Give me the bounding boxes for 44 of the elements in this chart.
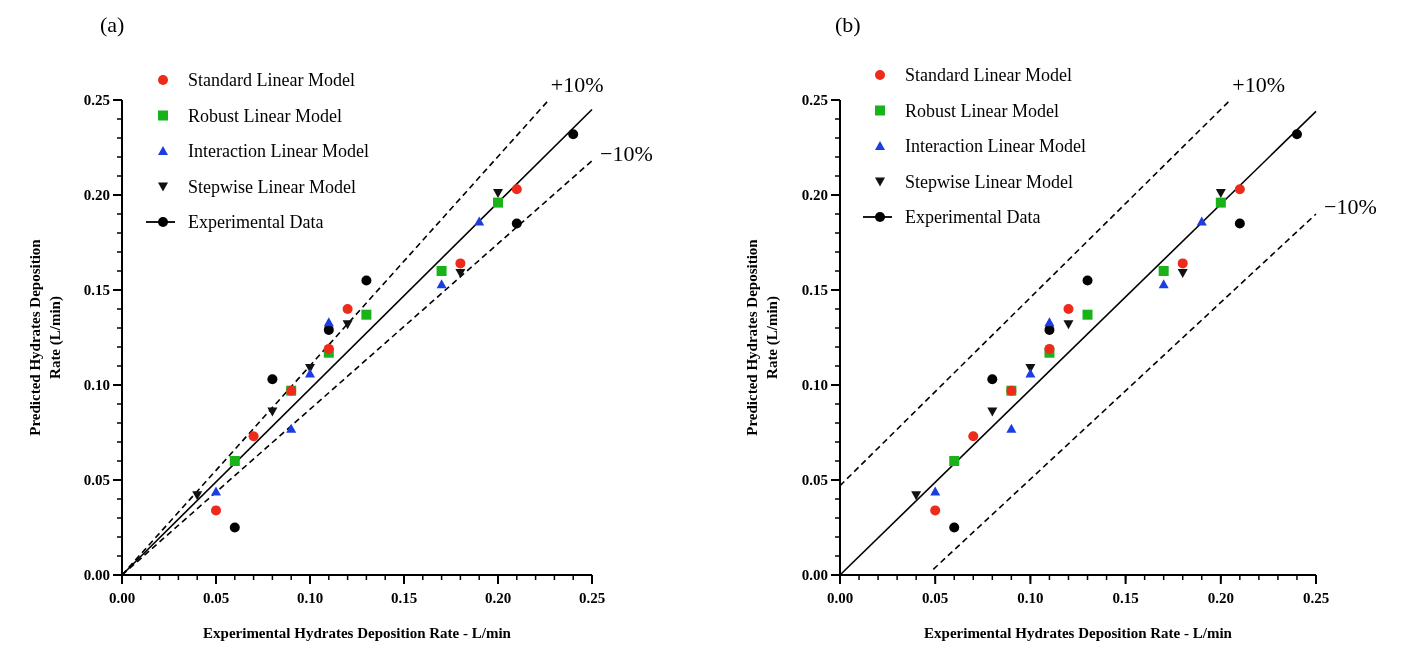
legend-label: Standard Linear Model [905, 65, 1072, 86]
x-axis-title: Experimental Hydrates Deposition Rate - L/min [924, 625, 1233, 641]
x-tick-label: 0.05 [202, 590, 230, 606]
legend-label: Experimental Data [905, 207, 1041, 228]
x-tick-label: 0.20 [1207, 590, 1234, 606]
annotation: +10% [1232, 72, 1286, 97]
y-tick-label: 0.25 [801, 92, 828, 109]
annotation: −10% [600, 140, 653, 166]
legend-label: Experimental Data [188, 212, 324, 233]
x-tick-label: 0.10 [296, 590, 324, 606]
legend-label: Interaction Linear Model [188, 141, 369, 162]
y-tick-label: 0.10 [83, 377, 110, 394]
chart-title: (b) [835, 12, 861, 37]
y-tick-label: 0.05 [801, 472, 828, 489]
annotation: +10% [550, 72, 604, 97]
legend-label: Stepwise Linear Model [905, 171, 1073, 192]
x-axis-title: Experimental Hydrates Deposition Rate - L/min [203, 625, 512, 641]
chart-title: (a) [100, 12, 125, 37]
y-tick-label: 0.00 [83, 567, 110, 584]
x-tick-label: 0.05 [922, 590, 949, 606]
legend-label: Interaction Linear Model [905, 136, 1086, 157]
x-tick-label: 0.15 [1112, 590, 1139, 606]
annotation: −10% [1324, 194, 1377, 219]
x-tick-label: 0.15 [390, 590, 418, 606]
legend-label: Stepwise Linear Model [188, 176, 356, 197]
y-tick-label: 0.00 [801, 567, 828, 584]
y-tick-label: 0.25 [83, 92, 110, 109]
y-tick-label: 0.20 [801, 187, 828, 204]
legend-label: Robust Linear Model [188, 105, 342, 126]
legend-label: Standard Linear Model [188, 70, 355, 91]
y-tick-label: 0.15 [83, 282, 110, 299]
x-tick-label: 0.00 [108, 590, 136, 606]
y-tick-label: 0.20 [83, 187, 110, 204]
y-tick-label: 0.05 [83, 472, 110, 489]
y-tick-label: 0.15 [801, 282, 828, 299]
x-tick-label: 0.20 [484, 590, 512, 606]
legend-label: Robust Linear Model [905, 100, 1059, 121]
x-tick-label: 0.00 [826, 590, 854, 606]
x-tick-label: 0.25 [578, 590, 606, 606]
y-tick-label: 0.10 [801, 377, 828, 394]
y-axis-title: Predicted Hydrates Deposition Rate (L/min) [744, 238, 781, 436]
y-axis-title: Predicted Hydrates Deposition Rate (L/min) [27, 238, 64, 436]
x-tick-label: 0.10 [1017, 590, 1044, 606]
x-tick-label: 0.25 [1302, 590, 1330, 606]
